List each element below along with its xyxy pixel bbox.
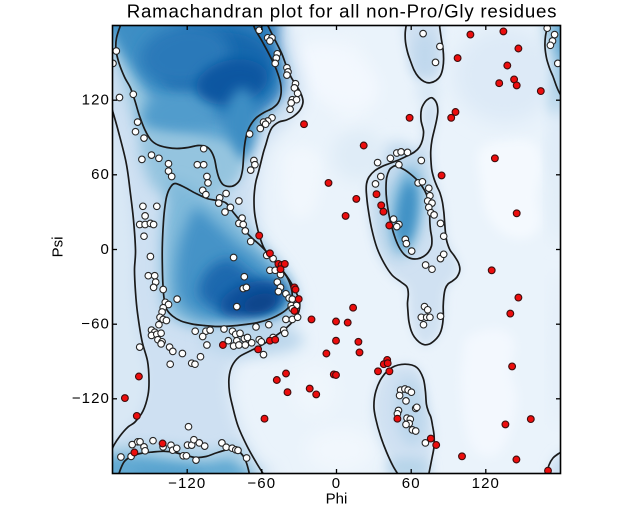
svg-text:−120: −120 [72,390,110,407]
svg-text:−120: −120 [168,475,206,492]
svg-text:−60: −60 [247,475,276,492]
svg-text:120: 120 [472,475,500,492]
svg-text:Phi: Phi [326,491,348,508]
svg-text:120: 120 [82,92,110,109]
svg-text:60: 60 [91,166,110,183]
svg-text:Psi: Psi [50,237,67,258]
svg-text:Ramachandran plot for all non-: Ramachandran plot for all non-Pro/Gly re… [127,0,558,21]
svg-text:60: 60 [402,475,421,492]
svg-text:0: 0 [101,241,110,258]
svg-text:0: 0 [332,475,341,492]
svg-text:−60: −60 [81,316,110,333]
